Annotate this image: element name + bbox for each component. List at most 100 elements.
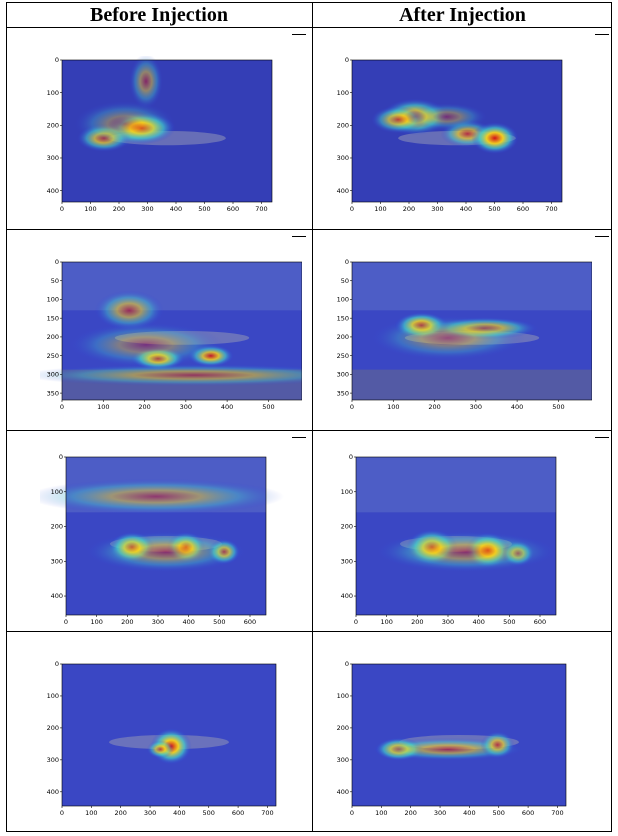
heatmap-panel-after-fighter: 0 100 200 300 400 500 600 700 0 100 200 300 400 — [330, 56, 580, 218]
y-tick-label: 300 — [337, 756, 349, 764]
x-tick-label: 300 — [152, 618, 164, 626]
x-tick-label: 600 — [227, 205, 239, 213]
y-tick-label: 150 — [337, 314, 349, 322]
x-tick-label: 500 — [198, 205, 210, 213]
cell-rule-mark — [292, 437, 306, 438]
x-tick-label: 0 — [60, 809, 64, 817]
heatmap-panel-after-formation: 0 100 200 300 400 500 600 700 0 100 200 300 400 — [330, 660, 580, 824]
cell-rule-mark — [292, 236, 306, 237]
y-tick-label: 100 — [47, 89, 59, 97]
x-tick-label: 400 — [173, 809, 185, 817]
y-tick-label: 300 — [337, 371, 349, 379]
x-tick-label: 200 — [138, 403, 150, 411]
attention-hotspot — [129, 56, 163, 109]
attention-hotspot — [40, 478, 284, 515]
x-tick-label: 500 — [203, 809, 215, 817]
x-tick-label: 700 — [545, 205, 557, 213]
y-tick-label: 400 — [337, 788, 349, 796]
heatmap-panel-before-cargo: 0 100 200 300 400 500 600 0 100 200 300 400 — [40, 451, 290, 631]
cell-rule-mark — [595, 236, 609, 237]
x-tick-label: 600 — [517, 205, 529, 213]
x-tick-label: 200 — [403, 205, 415, 213]
y-tick-label: 0 — [345, 660, 349, 668]
x-tick-label: 500 — [503, 618, 515, 626]
x-tick-label: 300 — [470, 403, 482, 411]
x-tick-label: 100 — [84, 205, 96, 213]
x-tick-label: 600 — [534, 618, 546, 626]
y-tick-label: 400 — [51, 592, 63, 600]
x-tick-label: 500 — [262, 403, 274, 411]
x-tick-label: 500 — [493, 809, 505, 817]
attention-hotspot — [471, 122, 519, 155]
y-tick-label: 400 — [341, 592, 353, 600]
x-tick-label: 700 — [261, 809, 273, 817]
y-tick-label: 300 — [47, 756, 59, 764]
x-tick-label: 0 — [350, 403, 354, 411]
heatmap-panel-before-formation: 0 100 200 300 400 500 600 700 0 100 200 300 400 — [40, 660, 290, 824]
y-tick-label: 50 — [341, 277, 349, 285]
heatmap-panel-after-awacs: 0 100 200 300 400 500 0 50 100 150 200 250 300 350 — [330, 258, 592, 418]
cell-rule-mark — [292, 34, 306, 35]
y-tick-label: 0 — [55, 56, 59, 64]
attention-hotspot — [86, 531, 246, 573]
plot-frame — [351, 261, 592, 401]
y-tick-label: 250 — [47, 352, 59, 360]
y-tick-label: 100 — [47, 692, 59, 700]
y-tick-label: 200 — [47, 122, 59, 130]
y-tick-label: 200 — [47, 724, 59, 732]
x-tick-label: 500 — [552, 403, 564, 411]
heatmap-panel-after-cargo: 0 100 200 300 400 500 600 0 100 200 300 400 — [330, 451, 580, 631]
heatmap-panel-before-fighter: 0 100 200 300 400 500 600 700 0 100 200 300 400 — [40, 56, 290, 218]
plot-frame — [355, 456, 557, 616]
x-tick-label: 400 — [221, 403, 233, 411]
y-tick-label: 200 — [337, 122, 349, 130]
attention-hotspot — [74, 101, 176, 147]
y-tick-label: 300 — [341, 557, 353, 565]
heatmap-figure: 0 100 200 300 400 500 0 50 100 150 200 250 300 350 — [337, 258, 592, 411]
y-tick-label: 0 — [59, 453, 63, 461]
heatmap-figure: 0 100 200 300 400 500 600 700 0 100 200 300 400 — [47, 56, 273, 213]
x-tick-label: 600 — [232, 809, 244, 817]
heatmap-panel-before-awacs: 0 100 200 300 400 500 0 50 100 150 200 250 300 350 — [40, 258, 302, 418]
x-tick-label: 700 — [551, 809, 563, 817]
x-tick-label: 400 — [460, 205, 472, 213]
attention-hotspot — [480, 731, 515, 759]
row-divider-2 — [6, 430, 612, 431]
x-tick-label: 0 — [60, 403, 64, 411]
y-tick-label: 400 — [47, 187, 59, 195]
y-tick-label: 0 — [55, 258, 59, 266]
x-tick-label: 0 — [60, 205, 64, 213]
attention-hotspot — [371, 315, 525, 360]
x-tick-label: 600 — [522, 809, 534, 817]
x-tick-label: 300 — [442, 618, 454, 626]
sky-band — [352, 262, 592, 311]
y-tick-label: 200 — [341, 523, 353, 531]
x-tick-label: 100 — [387, 403, 399, 411]
x-tick-label: 400 — [472, 618, 484, 626]
y-tick-label: 100 — [51, 488, 63, 496]
x-tick-label: 500 — [213, 618, 225, 626]
y-tick-label: 50 — [51, 277, 59, 285]
x-tick-label: 300 — [431, 205, 443, 213]
plot-frame — [61, 663, 277, 807]
header-rule — [6, 27, 612, 28]
y-tick-label: 300 — [337, 154, 349, 162]
y-tick-label: 200 — [51, 523, 63, 531]
x-tick-label: 200 — [411, 618, 423, 626]
y-tick-label: 300 — [47, 154, 59, 162]
row-divider-3 — [6, 631, 612, 632]
heatmap-figure: 0 100 200 300 400 500 600 700 0 100 200 300 400 — [337, 660, 567, 817]
heatmap-figure: 0 100 200 300 400 500 0 50 100 150 200 250 300 350 — [40, 258, 302, 411]
x-tick-label: 100 — [85, 809, 97, 817]
x-tick-label: 100 — [90, 618, 102, 626]
y-tick-label: 0 — [345, 258, 349, 266]
x-tick-label: 0 — [354, 618, 358, 626]
x-tick-label: 200 — [404, 809, 416, 817]
y-tick-label: 200 — [337, 333, 349, 341]
y-tick-label: 100 — [337, 296, 349, 304]
attention-hotspot — [40, 364, 302, 387]
heatmap-figure: 0 100 200 300 400 500 600 700 0 100 200 300 400 — [47, 660, 277, 817]
x-tick-label: 300 — [144, 809, 156, 817]
y-tick-label: 0 — [349, 453, 353, 461]
y-tick-label: 400 — [47, 788, 59, 796]
